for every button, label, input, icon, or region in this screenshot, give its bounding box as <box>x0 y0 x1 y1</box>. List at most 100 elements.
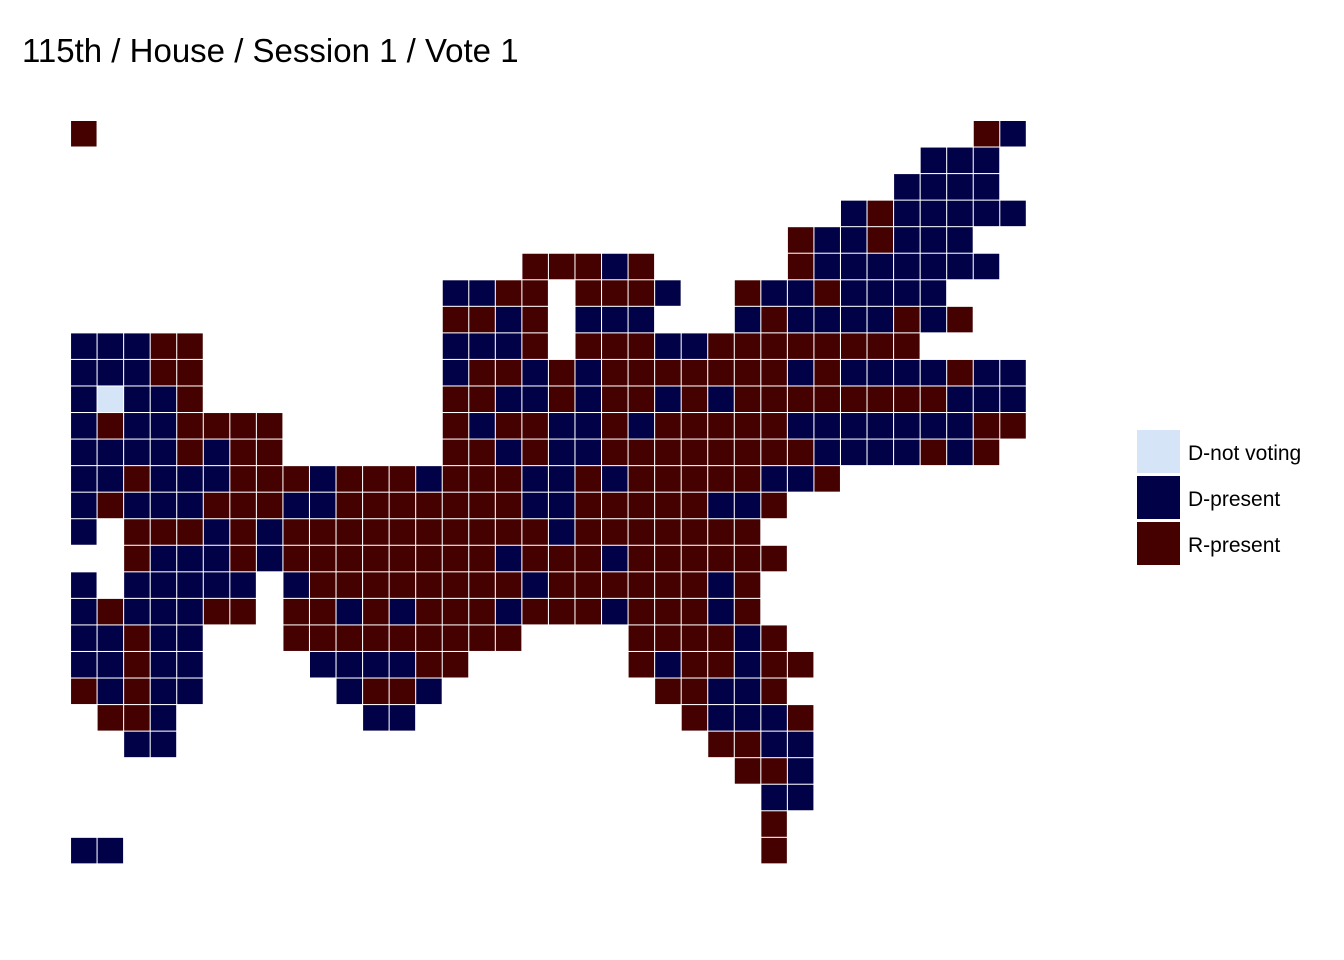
district-tile <box>203 439 230 466</box>
district-tile <box>841 333 867 359</box>
district-tile <box>655 413 681 439</box>
district-tile <box>708 705 734 731</box>
district-tile <box>71 466 97 492</box>
district-tile <box>230 545 256 572</box>
district-tile <box>548 492 575 519</box>
district-tile <box>442 492 469 519</box>
district-tile <box>230 572 256 598</box>
district-tile <box>575 545 601 572</box>
district-tile <box>655 333 681 359</box>
district-tile <box>841 306 867 333</box>
legend-swatch-d-not-voting <box>1137 430 1180 473</box>
district-tile <box>734 545 761 572</box>
district-tile <box>602 359 628 386</box>
district-tile <box>628 492 655 519</box>
district-tile <box>575 413 601 439</box>
district-tile <box>363 652 389 678</box>
district-tile <box>602 413 628 439</box>
district-tile <box>681 625 708 651</box>
district-tile <box>124 466 150 492</box>
district-tile <box>442 333 469 359</box>
district-tile <box>894 359 920 386</box>
district-tile <box>389 625 416 651</box>
district-tile <box>761 731 787 758</box>
district-tile <box>602 253 628 280</box>
district-tile <box>787 758 814 784</box>
district-tile <box>71 439 97 466</box>
district-tile <box>575 519 601 545</box>
district-tile <box>708 466 734 492</box>
district-tile <box>124 359 150 386</box>
district-tile <box>602 545 628 572</box>
district-tile <box>973 253 1000 280</box>
district-tile <box>71 492 97 519</box>
district-tile <box>495 492 522 519</box>
district-tile <box>177 652 203 678</box>
district-tile <box>442 519 469 545</box>
district-tile <box>495 280 522 306</box>
district-tile <box>522 545 548 572</box>
district-tile <box>442 439 469 466</box>
district-tile <box>442 413 469 439</box>
district-tile <box>575 333 601 359</box>
district-tile <box>150 359 177 386</box>
district-tile <box>150 652 177 678</box>
district-tile <box>628 359 655 386</box>
district-tile <box>363 519 389 545</box>
district-tile <box>256 413 283 439</box>
district-tile <box>177 678 203 705</box>
district-tile <box>973 121 1000 147</box>
district-tile <box>681 678 708 705</box>
district-tile <box>947 200 973 227</box>
district-tile <box>947 413 973 439</box>
district-tile <box>150 413 177 439</box>
district-tile <box>283 598 309 625</box>
district-tile <box>71 359 97 386</box>
district-tile <box>973 386 1000 412</box>
district-tile <box>708 545 734 572</box>
district-tile <box>310 598 336 625</box>
district-tile <box>363 598 389 625</box>
district-tile <box>602 333 628 359</box>
district-tile <box>841 227 867 253</box>
district-tile <box>920 280 947 306</box>
district-tile <box>947 174 973 200</box>
district-tile <box>973 439 1000 466</box>
district-tile <box>522 492 548 519</box>
district-tile <box>522 572 548 598</box>
district-tile <box>442 306 469 333</box>
district-tile <box>708 652 734 678</box>
district-tile <box>708 598 734 625</box>
district-tile <box>150 466 177 492</box>
district-tile <box>628 652 655 678</box>
district-tile <box>681 519 708 545</box>
district-tile <box>389 705 416 731</box>
district-tile <box>283 466 309 492</box>
district-tile <box>814 413 840 439</box>
district-tile <box>655 652 681 678</box>
district-tile <box>814 253 840 280</box>
chart-title: 115th / House / Session 1 / Vote 1 <box>22 32 519 69</box>
district-tile <box>894 280 920 306</box>
district-tile <box>283 572 309 598</box>
district-tile <box>230 492 256 519</box>
district-tile <box>363 545 389 572</box>
district-tile <box>761 413 787 439</box>
district-tile <box>416 598 442 625</box>
district-tile <box>1000 121 1026 147</box>
district-tile <box>389 572 416 598</box>
district-tile <box>894 333 920 359</box>
district-tile <box>416 519 442 545</box>
legend-label-d-present: D-present <box>1188 488 1281 511</box>
district-tile <box>389 519 416 545</box>
legend-swatch-d-present <box>1137 476 1180 519</box>
district-tile <box>841 413 867 439</box>
district-tile <box>575 359 601 386</box>
district-tile <box>177 519 203 545</box>
district-tile <box>124 439 150 466</box>
district-tile <box>283 545 309 572</box>
district-tile <box>947 306 973 333</box>
district-tile <box>681 439 708 466</box>
district-tile <box>734 652 761 678</box>
district-tile <box>150 439 177 466</box>
